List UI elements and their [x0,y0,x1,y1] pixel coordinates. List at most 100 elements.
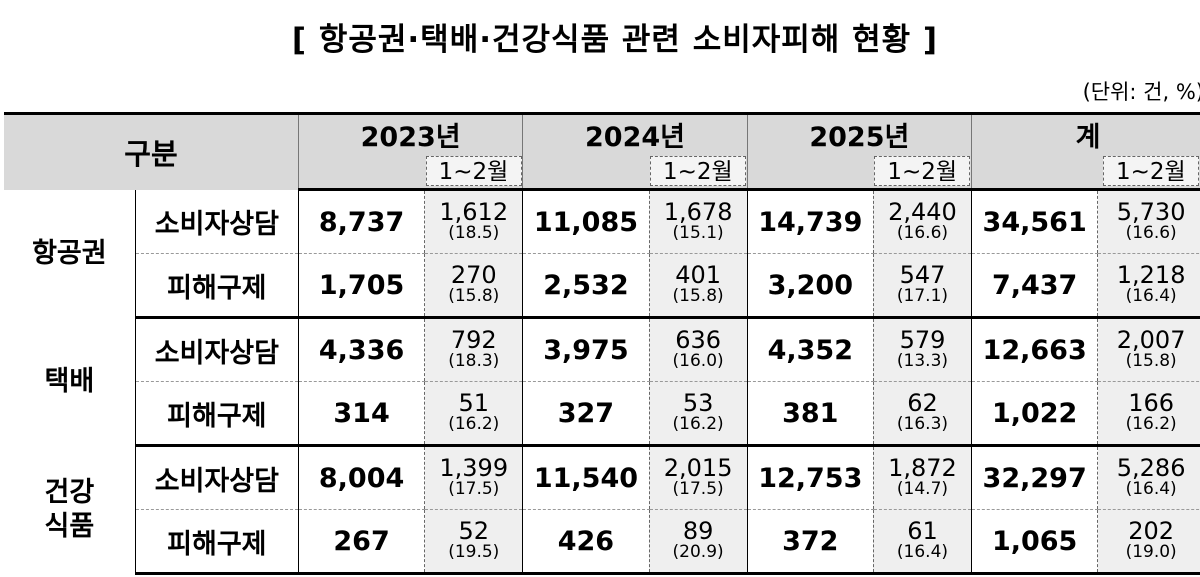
annual-count-cell: 34,561 [971,189,1098,254]
annual-count-cell: 3,200 [746,253,874,319]
jan-feb-percent: (15.1) [672,223,724,243]
jan-feb-count: 1,872 [888,454,957,482]
annual-count-cell: 14,739 [746,189,874,254]
annual-count-cell: 11,085 [522,189,650,254]
jan-feb-percent: (13.3) [896,351,949,371]
annual-count-cell: 12,663 [971,317,1098,382]
jan-feb-cell: 62 (16.3) [872,381,972,447]
jan-feb-count: 1,399 [439,454,509,482]
jan-feb-cell: 579 (13.3) [872,317,972,382]
row-type-label: 피해구제 [135,509,299,575]
row-type-label: 소비자상담 [135,317,299,382]
table-row: 피해구제 314 51 (16.2) 327 53 (16.2) 381 62 (16.3) 1,0… [4,381,1200,447]
jan-feb-cell: 401 (15.8) [648,253,748,319]
annual-count-cell: 11,540 [522,445,650,510]
annual-count-cell: 32,297 [971,445,1098,510]
header-sub-2024: 1~2월 [649,154,748,191]
jan-feb-count: 547 [899,261,946,289]
table-body: 항공권 소비자상담 8,737 1,612 (18.5) 11,085 1,678 (15.1… [4,189,1200,575]
category-name-line: 건강 [44,476,95,508]
row-type-label: 소비자상담 [135,189,299,254]
jan-feb-cell: 52 (19.5) [424,509,523,575]
header-sub-2025: 1~2월 [873,154,972,191]
jan-feb-cell: 1,218 (16.4) [1097,253,1200,319]
jan-feb-cell: 1,612 (18.5) [424,189,523,254]
jan-feb-count: 1,678 [663,198,733,226]
annual-count-cell: 8,737 [297,189,425,254]
sub-period-label: 1~2월 [874,156,971,186]
annual-count-cell: 314 [297,381,425,447]
jan-feb-count: 792 [450,326,497,354]
jan-feb-cell: 2,007 (15.8) [1097,317,1200,382]
annual-count-cell: 7,437 [971,253,1098,319]
jan-feb-count: 166 [1128,389,1175,417]
jan-feb-cell: 89 (20.9) [648,509,748,575]
jan-feb-count: 5,286 [1116,454,1186,482]
jan-feb-cell: 1,678 (15.1) [648,189,748,254]
table-row: 건강 식품 소비자상담 8,004 1,399 (17.5) 11,540 2,015 (17.… [4,445,1200,574]
annual-count-cell: 372 [746,509,874,575]
jan-feb-percent: (15.8) [448,286,500,306]
jan-feb-percent: (16.4) [896,542,949,562]
jan-feb-count: 2,015 [663,454,733,482]
row-type-label: 피해구제 [135,381,299,447]
jan-feb-cell: 2,015 (17.5) [648,445,748,510]
header-total: 계 [971,112,1200,154]
jan-feb-percent: (16.2) [672,414,724,434]
jan-feb-cell: 5,286 (16.4) [1097,445,1200,510]
page-title: [ 항공권·택배·건강식품 관련 소비자피해 현황 ] [291,22,939,58]
jan-feb-count: 579 [899,326,946,354]
category-cell: 건강 식품 [4,445,136,574]
jan-feb-count: 2,007 [1116,326,1186,354]
jan-feb-count: 1,612 [439,198,509,226]
jan-feb-percent: (19.0) [1125,542,1177,562]
jan-feb-count: 202 [1128,517,1175,545]
table-row: 항공권 소비자상담 8,737 1,612 (18.5) 11,085 1,678 (15.1… [4,189,1200,318]
jan-feb-percent: (15.8) [1125,351,1177,371]
category-name-line: 항공권 [32,237,107,269]
header-blank [298,154,425,191]
table-row: 택배 소비자상담 4,336 792 (18.3) 3,975 636 (16.0) 4,352… [4,317,1200,446]
jan-feb-count: 2,440 [888,198,957,226]
jan-feb-cell: 53 (16.2) [648,381,748,447]
table-row: 피해구제 267 52 (19.5) 426 89 (20.9) 372 61 (16.4) 1,0… [4,509,1200,575]
jan-feb-count: 52 [458,517,490,545]
jan-feb-cell: 1,399 (17.5) [424,445,523,510]
jan-feb-cell: 792 (18.3) [424,317,523,382]
jan-feb-count: 53 [682,389,714,417]
jan-feb-percent: (17.1) [896,286,949,306]
jan-feb-cell: 202 (19.0) [1097,509,1200,575]
jan-feb-count: 1,218 [1116,261,1186,289]
jan-feb-percent: (16.6) [1125,223,1177,243]
header-blank [522,154,650,191]
jan-feb-count: 5,730 [1116,198,1186,226]
category-cell: 택배 [4,317,136,446]
jan-feb-count: 270 [450,261,497,289]
header-sub-2023: 1~2월 [424,154,523,191]
header-sub-total: 1~2월 [1097,154,1200,191]
jan-feb-cell: 166 (16.2) [1097,381,1200,447]
jan-feb-percent: (16.2) [1125,414,1177,434]
row-type-label: 피해구제 [135,253,299,319]
annual-count-cell: 1,022 [971,381,1098,447]
jan-feb-count: 401 [675,261,722,289]
sub-period-label: 1~2월 [649,156,746,186]
jan-feb-cell: 547 (17.1) [872,253,972,319]
jan-feb-percent: (15.8) [672,286,724,306]
jan-feb-percent: (16.3) [896,414,949,434]
unit-label: (단위: 건, %) [1082,80,1200,104]
category-name-line: 택배 [44,365,95,397]
jan-feb-count: 62 [907,389,938,417]
table-row: 피해구제 1,705 270 (15.8) 2,532 401 (15.8) 3,200 547… [4,253,1200,319]
annual-count-cell: 3,975 [522,317,650,382]
jan-feb-percent: (16.4) [1125,286,1177,306]
header-blank [746,154,874,191]
sub-period-label: 1~2월 [425,156,522,186]
header-blank [971,154,1098,191]
header-year-2025: 2025년 [746,112,972,154]
header-gubun: 구분 [4,112,299,190]
jan-feb-cell: 1,872 (14.7) [872,445,972,510]
jan-feb-count: 61 [907,517,938,545]
jan-feb-cell: 2,440 (16.6) [872,189,972,254]
jan-feb-percent: (18.5) [448,223,500,243]
